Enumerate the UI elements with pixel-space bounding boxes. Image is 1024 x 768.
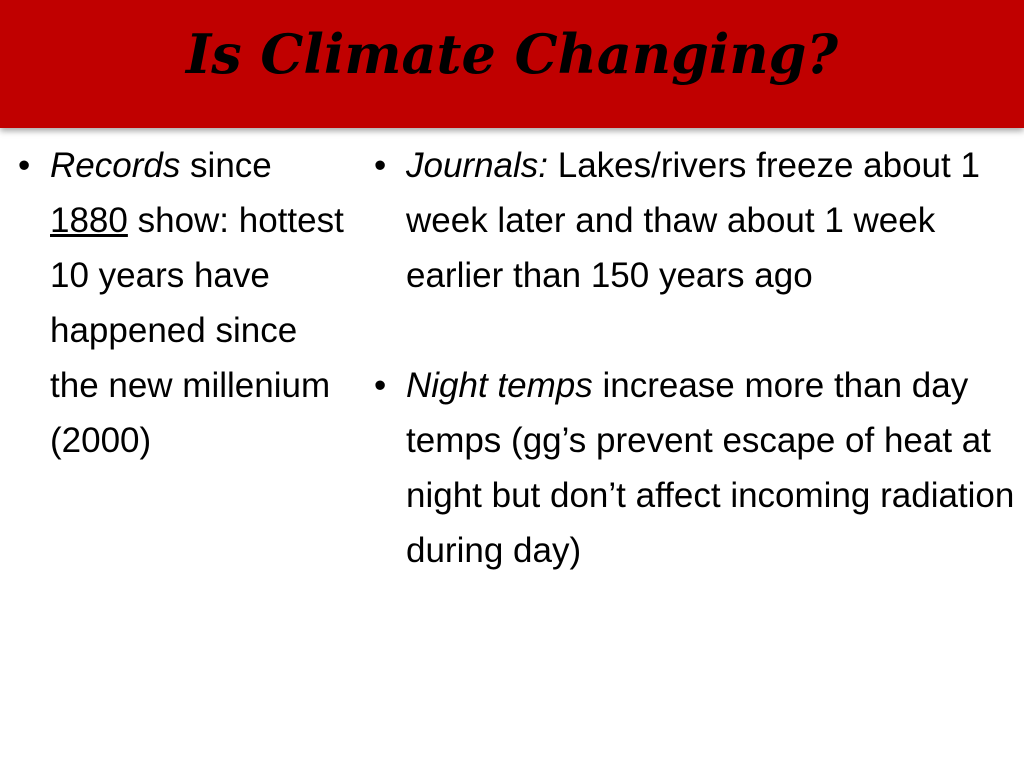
right-bullet-list: • Journals: Lakes/rivers freeze about 1 … — [370, 138, 1015, 578]
left-column: • Records since 1880 show: hottest 10 ye… — [14, 138, 354, 468]
right-column: • Journals: Lakes/rivers freeze about 1 … — [370, 138, 1015, 578]
records-emphasis: Records — [50, 146, 181, 185]
records-text-a: since — [180, 146, 272, 185]
bullet-icon: • — [374, 366, 387, 405]
records-text-b: show: hottest 10 years have happened sin… — [50, 201, 344, 460]
bullet-icon: • — [18, 146, 31, 185]
slide-title: Is Climate Changing? — [185, 22, 839, 86]
journals-emphasis: Journals: — [406, 146, 549, 185]
bullet-icon: • — [374, 146, 387, 185]
list-item-records: • Records since 1880 show: hottest 10 ye… — [14, 138, 354, 468]
left-bullet-list: • Records since 1880 show: hottest 10 ye… — [14, 138, 354, 468]
list-item-night-temps: • Night temps increase more than day tem… — [370, 358, 1015, 578]
night-temps-text: increase more than day temps (gg’s preve… — [406, 366, 1015, 570]
list-item-journals: • Journals: Lakes/rivers freeze about 1 … — [370, 138, 1015, 303]
journals-text: Lakes/rivers freeze about 1 week later a… — [406, 146, 980, 295]
night-temps-emphasis: Night temps — [406, 366, 593, 405]
records-year: 1880 — [50, 201, 128, 240]
title-banner: Is Climate Changing? — [0, 0, 1024, 128]
